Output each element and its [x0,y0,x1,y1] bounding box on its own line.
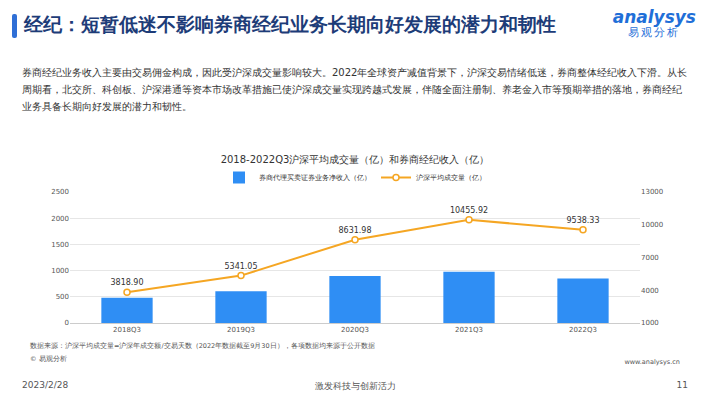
svg-text:3818.90: 3818.90 [110,278,143,287]
svg-text:2000: 2000 [51,215,69,223]
svg-text:沪深平均成交量（亿）: 沪深平均成交量（亿） [416,174,486,182]
html-text:analysys: analysys [612,7,696,27]
svg-text:13000: 13000 [641,188,663,196]
html-text:数据来源：沪深平均成交量=沪深年成交额/交易天数（2022年: 数据来源：沪深平均成交量=沪深年成交额/交易天数（2022年数据截至9月30日）… [30,342,375,350]
svg-text:1000: 1000 [51,267,69,275]
svg-text:8631.98: 8631.98 [338,226,371,235]
html-text:11: 11 [676,380,688,390]
svg-text:1500: 1500 [51,241,69,249]
svg-text:2018-2022Q3沪深平均成交量（亿）和券商经纪收入（亿: 2018-2022Q3沪深平均成交量（亿）和券商经纪收入（亿） [221,154,490,165]
svg-text:9538.33: 9538.33 [566,216,599,225]
svg-text:2019Q3: 2019Q3 [227,326,255,334]
svg-text:10000: 10000 [641,221,663,229]
svg-text:2021Q3: 2021Q3 [455,326,483,334]
html-text:经纪：短暂低迷不影响券商经纪业务长期向好发展的潜力和韧性: 经纪：短暂低迷不影响券商经纪业务长期向好发展的潜力和韧性 [24,13,556,35]
svg-text:0: 0 [65,319,69,327]
svg-text:10455.92: 10455.92 [450,206,488,215]
html-text:© 易观分析: © 易观分析 [30,355,67,363]
svg-text:5341.05: 5341.05 [224,262,257,271]
html-text:券商经纪业务收入主要由交易佣金构成，因此受沪深成交量影响较大: 券商经纪业务收入主要由交易佣金构成，因此受沪深成交量影响较大。2022年全球资产… [22,67,688,112]
svg-text:2022Q3: 2022Q3 [569,326,597,334]
svg-text:2020Q3: 2020Q3 [341,326,369,334]
html-text:激发科技与创新活力: 激发科技与创新活力 [314,381,396,391]
svg-text:券商代理买卖证券业务净收入（亿）: 券商代理买卖证券业务净收入（亿） [259,174,371,182]
html-text:易观分析: 易观分析 [628,26,681,39]
svg-text:2018Q3: 2018Q3 [113,326,141,334]
svg-text:1000: 1000 [641,319,659,327]
svg-text:500: 500 [56,293,69,301]
html-text:www.analysys.cn: www.analysys.cn [624,358,680,366]
svg-text:7000: 7000 [641,254,659,262]
svg-text:2500: 2500 [51,188,69,196]
html-text:2023/2/28: 2023/2/28 [22,380,69,390]
svg-text:4000: 4000 [641,287,659,295]
